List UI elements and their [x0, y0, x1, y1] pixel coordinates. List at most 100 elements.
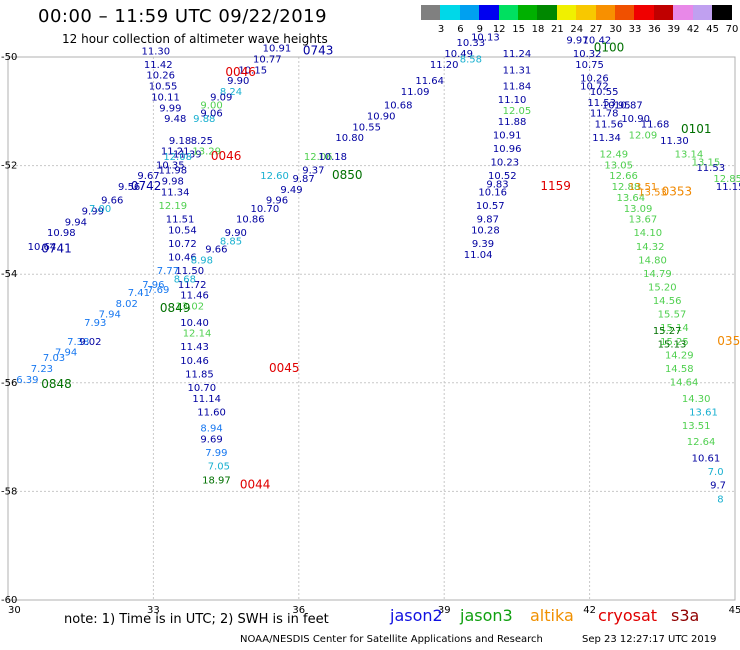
wave-height-value: 12.14 — [183, 329, 212, 340]
wave-height-value: 8.24 — [220, 87, 242, 98]
wave-height-value: 7.94 — [55, 348, 77, 359]
footer-credit: NOAA/NESDIS Center for Satellite Applica… — [240, 634, 543, 645]
wave-height-value: 10.18 — [318, 152, 347, 163]
pass-time-label: 0353 — [662, 184, 693, 198]
lat-tick-label: -58 — [1, 486, 17, 497]
scale-label: 33 — [628, 24, 642, 35]
wave-height-value: 18.97 — [202, 475, 231, 486]
wave-height-value: 10.72 — [580, 82, 609, 93]
pass-time-label: 0848 — [41, 377, 72, 391]
scale-label: 36 — [648, 24, 661, 35]
wave-height-value: 13.29 — [192, 147, 221, 158]
wave-height-value: 14.58 — [665, 364, 694, 375]
wave-height-value: 11.34 — [592, 133, 621, 144]
wave-height-value: 9.67 — [137, 171, 159, 182]
wave-height-value: 8.98 — [191, 255, 213, 266]
wave-height-value: 14.80 — [638, 255, 667, 266]
map-grid — [7, 56, 736, 601]
wave-height-value: 11.21 — [161, 147, 190, 158]
pass-time-label: 0101 — [681, 122, 712, 136]
wave-height-value: 11.64 — [415, 76, 444, 87]
wave-height-value: 7.38 — [67, 337, 89, 348]
wave-height-value: 9.97 — [566, 35, 588, 46]
wave-height-value: 14.56 — [653, 296, 682, 307]
wave-height-value: 10.52 — [488, 171, 517, 182]
wave-height-value: 10.26 — [580, 73, 609, 84]
wave-height-value: 11.53 — [696, 163, 725, 174]
scale-label: 70 — [725, 24, 739, 35]
map-frame — [7, 56, 736, 601]
wave-height-value: 9.88 — [193, 114, 215, 125]
wave-height-value: 10.32 — [573, 49, 602, 60]
wave-height-value: 10.46 — [168, 253, 197, 264]
wave-height-value: 10.46 — [180, 356, 209, 367]
pass-time-label: 0743 — [303, 43, 334, 57]
scale-label: 21 — [551, 24, 564, 35]
scale-label: 12 — [492, 24, 506, 35]
wave-height-value: 12.49 — [600, 149, 629, 160]
scale-label: 30 — [609, 24, 622, 35]
wave-height-value: 11.60 — [197, 407, 226, 418]
wave-height-value: 10.57 — [476, 201, 505, 212]
wave-height-value: 9.37 — [302, 166, 324, 177]
wave-height-value: 10.70 — [188, 383, 217, 394]
wave-height-value: 7.03 — [43, 353, 65, 364]
wave-height-value: 12.05 — [503, 106, 532, 117]
wave-height-value: 11.78 — [590, 109, 619, 120]
wave-height-value: 7.96 — [142, 280, 164, 291]
lat-tick-label: -54 — [1, 269, 17, 280]
wave-height-value: 14.29 — [665, 350, 694, 361]
wave-height-value: 9.18 — [169, 136, 191, 147]
wave-height-value: 13.53 — [638, 187, 667, 198]
scale-swatch — [518, 5, 538, 20]
wave-height-value: 9.69 — [200, 435, 222, 446]
wave-height-value: 9.39 — [472, 239, 494, 250]
wave-height-value: 11.20 — [430, 60, 459, 71]
wave-height-value: 7.0 — [708, 467, 724, 478]
wave-height-value: 12.85 — [713, 174, 740, 185]
wave-height-value: 11.24 — [503, 49, 532, 60]
scale-label: 9 — [476, 24, 483, 35]
wave-height-value: 8.02 — [116, 299, 138, 310]
wave-height-value: 7.99 — [205, 448, 227, 459]
pass-time-label: 0045 — [269, 361, 300, 375]
scale-swatch — [692, 5, 713, 20]
wave-height-value: 9.96 — [266, 196, 288, 207]
pass-time-label: 0741 — [41, 241, 72, 255]
wave-height-value: 10.40 — [180, 318, 209, 329]
wave-height-value: 15.57 — [658, 310, 687, 321]
pass-time-label: 0742 — [131, 179, 162, 193]
wave-height-value: 9.90 — [225, 228, 247, 239]
pass-time-label: 1159 — [540, 179, 571, 193]
wave-height-value: 13.09 — [624, 204, 653, 215]
wave-height-value: 7.41 — [128, 288, 150, 299]
page-subtitle: 12 hour collection of altimeter wave hei… — [62, 32, 328, 46]
wave-height-value: 9.98 — [162, 177, 184, 188]
lon-tick-label: 42 — [583, 605, 596, 616]
wave-height-value: 7.77 — [157, 266, 179, 277]
wave-height-value: 13.02 — [175, 301, 204, 312]
wave-height-value: 10.96 — [493, 144, 522, 155]
scale-label: 3 — [437, 24, 445, 35]
scale-label: 6 — [457, 24, 464, 35]
wave-height-value: 10.72 — [168, 239, 197, 250]
wave-height-value: 9.49 — [280, 185, 302, 196]
wave-height-value: 8 — [717, 494, 723, 505]
wave-height-value: 9.66 — [101, 196, 123, 207]
wave-height-value: 12.60 — [260, 171, 289, 182]
wave-height-value: 14.10 — [633, 228, 662, 239]
scale-swatch — [634, 5, 655, 20]
wave-height-value: 8.25 — [191, 136, 213, 147]
wave-height-value: 10.15 — [238, 65, 267, 76]
scale-swatch — [459, 5, 480, 20]
wave-height-value: 8.85 — [220, 236, 242, 247]
wave-height-value: 9.7 — [710, 481, 726, 492]
lon-tick-label: 33 — [147, 605, 160, 616]
wave-height-value: 9.56 — [118, 182, 140, 193]
wave-height-value: 11.68 — [641, 120, 670, 131]
lon-tick-label: 39 — [438, 605, 451, 616]
wave-height-value: 10.70 — [251, 204, 280, 215]
legend-entry: s3a — [671, 606, 700, 625]
wave-height-value: 9.09 — [210, 92, 232, 103]
